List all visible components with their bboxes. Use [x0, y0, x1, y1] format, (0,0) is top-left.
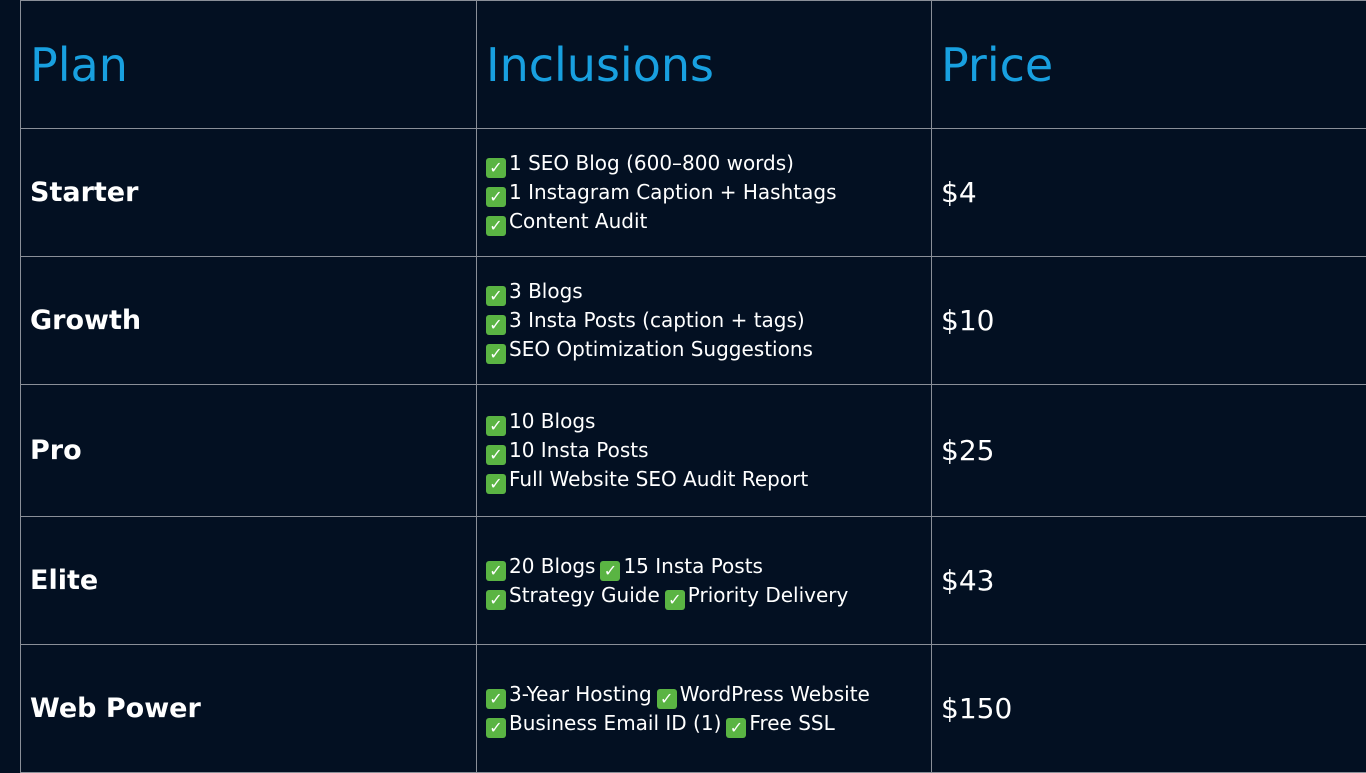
table-row: Starter ✓1 SEO Blog (600–800 words)✓1 In…: [21, 129, 1366, 257]
check-mark-icon: ✓: [486, 718, 506, 738]
inclusion-line: ✓1 Instagram Caption + Hashtags: [486, 178, 931, 207]
plan-name: Pro: [21, 385, 477, 517]
inclusion-item: 10 Blogs: [509, 409, 595, 433]
check-mark-icon: ✓: [486, 416, 506, 436]
inclusions-cell: ✓20 Blogs✓15 Insta Posts✓Strategy Guide✓…: [477, 517, 932, 645]
table-row: Growth ✓3 Blogs✓3 Insta Posts (caption +…: [21, 257, 1366, 385]
plan-price: $150: [932, 645, 1366, 773]
inclusion-item: Content Audit: [509, 209, 647, 233]
plan-price: $4: [932, 129, 1366, 257]
inclusion-item: 10 Insta Posts: [509, 438, 649, 462]
check-mark-icon: ✓: [486, 187, 506, 207]
inclusion-line: ✓3 Insta Posts (caption + tags): [486, 306, 931, 335]
table-row: Web Power ✓3-Year Hosting✓WordPress Webs…: [21, 645, 1366, 773]
plan-price: $10: [932, 257, 1366, 385]
plan-name: Growth: [21, 257, 477, 385]
pricing-table: Plan Inclusions Price Starter ✓1 SEO Blo…: [20, 0, 1366, 773]
check-mark-icon: ✓: [486, 216, 506, 236]
inclusion-item: 15 Insta Posts: [623, 554, 763, 578]
check-mark-icon: ✓: [486, 474, 506, 494]
inclusion-line: ✓10 Insta Posts: [486, 436, 931, 465]
inclusion-line: ✓SEO Optimization Suggestions: [486, 335, 931, 364]
inclusion-line: ✓Full Website SEO Audit Report: [486, 465, 931, 494]
header-plan: Plan: [21, 1, 477, 129]
inclusions-cell: ✓3 Blogs✓3 Insta Posts (caption + tags)✓…: [477, 257, 932, 385]
header-inclusions: Inclusions: [477, 1, 932, 129]
check-mark-icon: ✓: [486, 158, 506, 178]
header-row: Plan Inclusions Price: [21, 1, 1366, 129]
inclusion-line: ✓Business Email ID (1)✓Free SSL: [486, 709, 931, 738]
plan-price: $43: [932, 517, 1366, 645]
check-mark-icon: ✓: [486, 689, 506, 709]
inclusion-item: 3 Insta Posts (caption + tags): [509, 308, 805, 332]
inclusion-item: 3-Year Hosting: [509, 682, 652, 706]
check-mark-icon: ✓: [486, 344, 506, 364]
header-price: Price: [932, 1, 1366, 129]
inclusions-cell: ✓1 SEO Blog (600–800 words)✓1 Instagram …: [477, 129, 932, 257]
check-mark-icon: ✓: [486, 590, 506, 610]
check-mark-icon: ✓: [486, 286, 506, 306]
inclusion-item: Free SSL: [749, 711, 834, 735]
inclusion-item: SEO Optimization Suggestions: [509, 337, 813, 361]
inclusion-item: Full Website SEO Audit Report: [509, 467, 808, 491]
inclusion-line: ✓Content Audit: [486, 207, 931, 236]
inclusion-item: Strategy Guide: [509, 583, 660, 607]
table-row: Elite ✓20 Blogs✓15 Insta Posts✓Strategy …: [21, 517, 1366, 645]
inclusion-item: 20 Blogs: [509, 554, 595, 578]
inclusion-item: Priority Delivery: [688, 583, 849, 607]
inclusion-line: ✓1 SEO Blog (600–800 words): [486, 149, 931, 178]
inclusion-item: 1 Instagram Caption + Hashtags: [509, 180, 837, 204]
plan-name: Elite: [21, 517, 477, 645]
check-mark-icon: ✓: [665, 590, 685, 610]
inclusions-cell: ✓3-Year Hosting✓WordPress Website✓Busine…: [477, 645, 932, 773]
table-row: Pro ✓10 Blogs✓10 Insta Posts✓Full Websit…: [21, 385, 1366, 517]
inclusion-line: ✓3-Year Hosting✓WordPress Website: [486, 680, 931, 709]
check-mark-icon: ✓: [600, 561, 620, 581]
check-mark-icon: ✓: [726, 718, 746, 738]
inclusion-item: 3 Blogs: [509, 279, 583, 303]
check-mark-icon: ✓: [486, 561, 506, 581]
inclusion-item: 1 SEO Blog (600–800 words): [509, 151, 794, 175]
inclusion-line: ✓Strategy Guide✓Priority Delivery: [486, 581, 931, 610]
check-mark-icon: ✓: [486, 445, 506, 465]
inclusion-line: ✓20 Blogs✓15 Insta Posts: [486, 552, 931, 581]
inclusion-item: WordPress Website: [680, 682, 870, 706]
plan-price: $25: [932, 385, 1366, 517]
plan-name: Starter: [21, 129, 477, 257]
inclusions-cell: ✓10 Blogs✓10 Insta Posts✓Full Website SE…: [477, 385, 932, 517]
inclusion-line: ✓10 Blogs: [486, 407, 931, 436]
check-mark-icon: ✓: [657, 689, 677, 709]
plan-name: Web Power: [21, 645, 477, 773]
inclusion-line: ✓3 Blogs: [486, 277, 931, 306]
check-mark-icon: ✓: [486, 315, 506, 335]
inclusion-item: Business Email ID (1): [509, 711, 721, 735]
